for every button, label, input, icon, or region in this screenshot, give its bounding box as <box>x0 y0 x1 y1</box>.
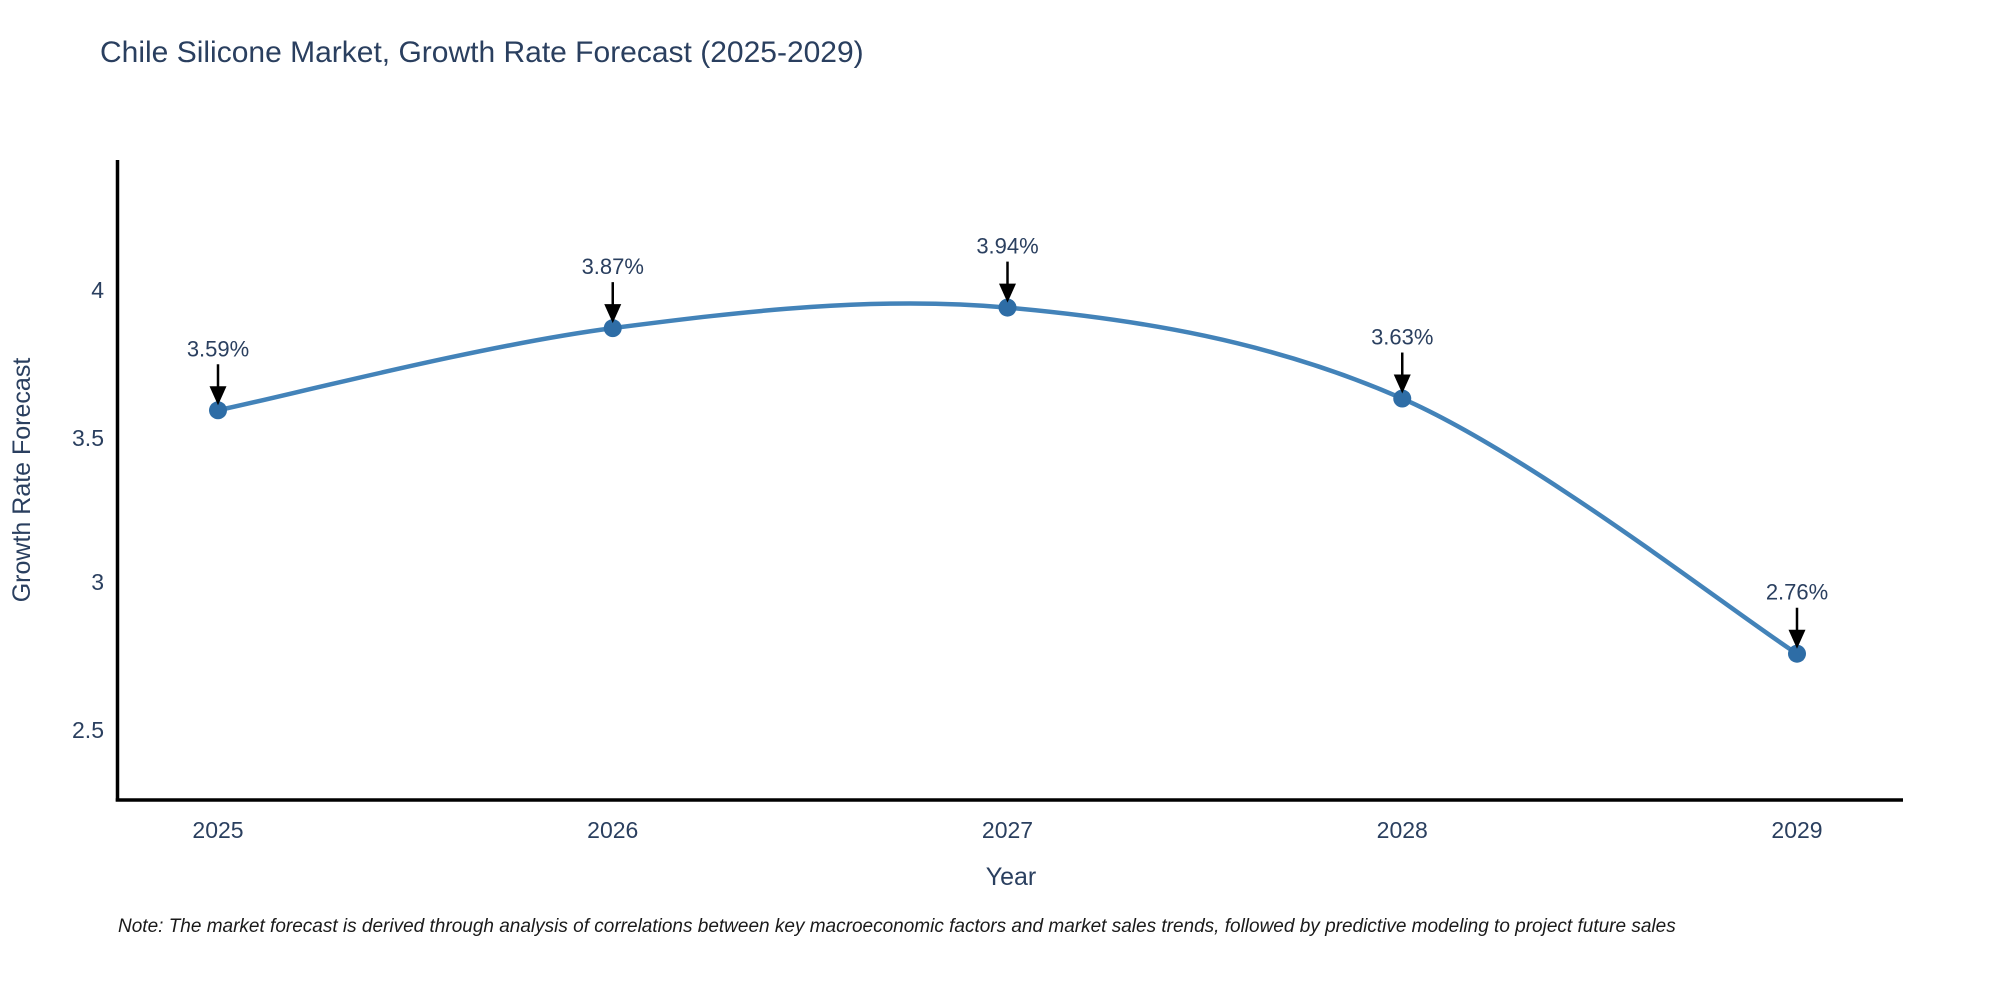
annotation-2026: 3.87% <box>582 254 644 324</box>
annotation-2027: 3.94% <box>976 234 1039 303</box>
y-tick-label: 4 <box>91 277 104 303</box>
annotation-label: 3.87% <box>582 254 644 279</box>
data-point-marker <box>603 319 622 338</box>
forecast-line <box>215 301 1800 656</box>
chart-title: Chile Silicone Market, Growth Rate Forec… <box>100 36 864 69</box>
annotation-2029: 2.76% <box>1766 580 1828 649</box>
x-tick-label: 2026 <box>587 817 638 843</box>
footnote: Note: The market forecast is derived thr… <box>118 916 1676 937</box>
y-tick-label: 2.5 <box>72 717 104 743</box>
x-axis-title: Year <box>986 863 1037 891</box>
y-tick-label: 3.5 <box>72 425 104 451</box>
x-tick-label: 2029 <box>1771 817 1822 843</box>
y-tick-label: 3 <box>91 569 104 595</box>
data-point-marker <box>209 401 227 420</box>
data-point-marker <box>1788 644 1806 663</box>
data-point-marker <box>998 298 1017 317</box>
x-tick-label: 2028 <box>1377 817 1428 843</box>
forecast-line-series <box>209 298 1806 663</box>
x-tick-label: 2027 <box>982 817 1033 843</box>
annotation-label: 2.76% <box>1766 580 1828 605</box>
annotation-label: 3.63% <box>1371 325 1433 350</box>
annotation-2025: 3.59% <box>187 336 249 406</box>
y-axis-title: Growth Rate Forecast <box>8 358 36 603</box>
annotation-2028: 3.63% <box>1371 325 1433 394</box>
data-point-marker <box>1393 389 1412 408</box>
x-tick-label: 2025 <box>192 817 243 843</box>
annotation-label: 3.59% <box>187 336 249 361</box>
annotation-label: 3.94% <box>976 234 1038 259</box>
